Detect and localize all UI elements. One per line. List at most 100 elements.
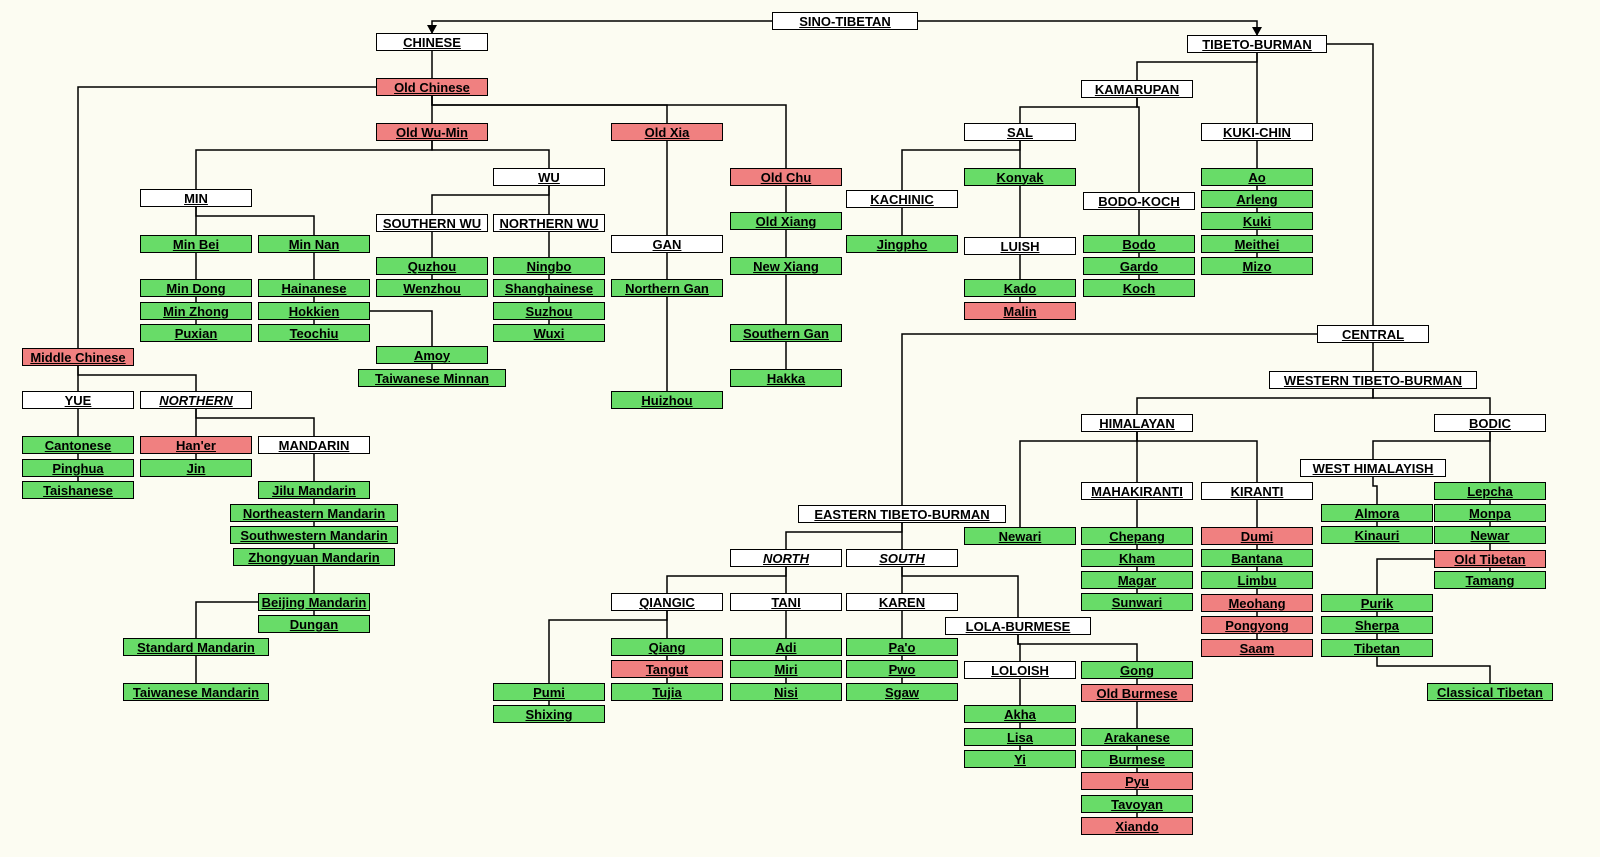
node-monpa[interactable]: Monpa	[1434, 504, 1546, 522]
node-pinghua[interactable]: Pinghua	[22, 459, 134, 477]
node-dumi[interactable]: Dumi	[1201, 527, 1313, 545]
node-meithei[interactable]: Meithei	[1201, 235, 1313, 253]
node-lola_burmese[interactable]: LOLA-BURMESE	[945, 617, 1091, 635]
node-chinese[interactable]: CHINESE	[376, 33, 488, 51]
node-koch[interactable]: Koch	[1083, 279, 1195, 297]
node-bodic[interactable]: BODIC	[1434, 414, 1546, 432]
node-shanghainese[interactable]: Shanghainese	[493, 279, 605, 297]
node-tujia[interactable]: Tujia	[611, 683, 723, 701]
node-wenzhou[interactable]: Wenzhou	[376, 279, 488, 297]
node-tangut[interactable]: Tangut	[611, 660, 723, 678]
node-huizhou[interactable]: Huizhou	[611, 391, 723, 409]
node-teochiu[interactable]: Teochiu	[258, 324, 370, 342]
node-nisi[interactable]: Nisi	[730, 683, 842, 701]
node-sw_mand[interactable]: Southwestern Mandarin	[230, 526, 398, 544]
node-tw_mand[interactable]: Taiwanese Mandarin	[123, 683, 269, 701]
node-pwo[interactable]: Pwo	[846, 660, 958, 678]
node-zy_mand[interactable]: Zhongyuan Mandarin	[233, 548, 395, 566]
node-purik[interactable]: Purik	[1321, 594, 1433, 612]
node-sherpa[interactable]: Sherpa	[1321, 616, 1433, 634]
node-jingpho[interactable]: Jingpho	[846, 235, 958, 253]
node-yi[interactable]: Yi	[964, 750, 1076, 768]
node-min_bei[interactable]: Min Bei	[140, 235, 252, 253]
node-bodo[interactable]: Bodo	[1083, 235, 1195, 253]
node-pongyong[interactable]: Pongyong	[1201, 616, 1313, 634]
node-kinauri[interactable]: Kinauri	[1321, 526, 1433, 544]
node-old_burmese[interactable]: Old Burmese	[1081, 684, 1193, 702]
node-loloish[interactable]: LOLOISH	[964, 661, 1076, 679]
node-min[interactable]: MIN	[140, 189, 252, 207]
node-n_gan[interactable]: Northern Gan	[611, 279, 723, 297]
node-kuki[interactable]: Kuki	[1201, 212, 1313, 230]
node-konyak[interactable]: Konyak	[964, 168, 1076, 186]
node-tavoyan[interactable]: Tavoyan	[1081, 795, 1193, 813]
node-old_xiang[interactable]: Old Xiang	[730, 212, 842, 230]
node-min_nan[interactable]: Min Nan	[258, 235, 370, 253]
node-wtb[interactable]: WESTERN TIBETO-BURMAN	[1269, 371, 1477, 389]
node-quzhou[interactable]: Quzhou	[376, 257, 488, 275]
node-new_xiang[interactable]: New Xiang	[730, 257, 842, 275]
node-limbu[interactable]: Limbu	[1201, 571, 1313, 589]
node-kamarupan[interactable]: KAMARUPAN	[1081, 80, 1193, 98]
node-amoy[interactable]: Amoy	[376, 346, 488, 364]
node-kiranti[interactable]: KIRANTI	[1201, 482, 1313, 500]
node-qiangic[interactable]: QIANGIC	[611, 593, 723, 611]
node-almora[interactable]: Almora	[1321, 504, 1433, 522]
node-old_tibetan[interactable]: Old Tibetan	[1434, 550, 1546, 568]
node-newar[interactable]: Newar	[1434, 526, 1546, 544]
node-ne_mand[interactable]: Northeastern Mandarin	[230, 504, 398, 522]
node-hakka[interactable]: Hakka	[730, 369, 842, 387]
node-s_gan[interactable]: Southern Gan	[730, 324, 842, 342]
node-min_dong[interactable]: Min Dong	[140, 279, 252, 297]
node-kuki_chin[interactable]: KUKI-CHIN	[1201, 123, 1313, 141]
node-qiang[interactable]: Qiang	[611, 638, 723, 656]
node-arleng[interactable]: Arleng	[1201, 190, 1313, 208]
node-tani[interactable]: TANI	[730, 593, 842, 611]
node-haner[interactable]: Han'er	[140, 436, 252, 454]
node-newari[interactable]: Newari	[964, 527, 1076, 545]
node-mid_chinese[interactable]: Middle Chinese	[22, 348, 134, 366]
node-ningbo[interactable]: Ningbo	[493, 257, 605, 275]
node-w_him[interactable]: WEST HIMALAYISH	[1300, 459, 1446, 477]
node-kachinic[interactable]: KACHINIC	[846, 190, 958, 208]
node-yue[interactable]: YUE	[22, 391, 134, 409]
node-gong[interactable]: Gong	[1081, 661, 1193, 679]
node-kado[interactable]: Kado	[964, 279, 1076, 297]
node-sgaw[interactable]: Sgaw	[846, 683, 958, 701]
node-pyu[interactable]: Pyu	[1081, 772, 1193, 790]
node-northern[interactable]: NORTHERN	[140, 391, 252, 409]
node-lepcha[interactable]: Lepcha	[1434, 482, 1546, 500]
node-puxian[interactable]: Puxian	[140, 324, 252, 342]
node-tamang[interactable]: Tamang	[1434, 571, 1546, 589]
node-mandarin[interactable]: MANDARIN	[258, 436, 370, 454]
node-lisa[interactable]: Lisa	[964, 728, 1076, 746]
node-miri[interactable]: Miri	[730, 660, 842, 678]
node-meohang[interactable]: Meohang	[1201, 594, 1313, 612]
node-himalayan[interactable]: HIMALAYAN	[1081, 414, 1193, 432]
node-xiando[interactable]: Xiando	[1081, 817, 1193, 835]
node-sunwari[interactable]: Sunwari	[1081, 593, 1193, 611]
node-hainanese[interactable]: Hainanese	[258, 279, 370, 297]
node-magar[interactable]: Magar	[1081, 571, 1193, 589]
node-arakanese[interactable]: Arakanese	[1081, 728, 1193, 746]
node-tibetan[interactable]: Tibetan	[1321, 639, 1433, 657]
node-bodo_koch[interactable]: BODO-KOCH	[1083, 192, 1195, 210]
node-old_chinese[interactable]: Old Chinese	[376, 78, 488, 96]
node-gardo[interactable]: Gardo	[1083, 257, 1195, 275]
node-ao[interactable]: Ao	[1201, 168, 1313, 186]
node-old_wu_min[interactable]: Old Wu-Min	[376, 123, 488, 141]
node-cantonese[interactable]: Cantonese	[22, 436, 134, 454]
node-cl_tibetan[interactable]: Classical Tibetan	[1427, 683, 1553, 701]
node-wuxi[interactable]: Wuxi	[493, 324, 605, 342]
node-pumi[interactable]: Pumi	[493, 683, 605, 701]
node-karen[interactable]: KAREN	[846, 593, 958, 611]
node-sal[interactable]: SAL	[964, 123, 1076, 141]
node-saam[interactable]: Saam	[1201, 639, 1313, 657]
node-south[interactable]: SOUTH	[846, 549, 958, 567]
node-chepang[interactable]: Chepang	[1081, 527, 1193, 545]
node-malin[interactable]: Malin	[964, 302, 1076, 320]
node-kham[interactable]: Kham	[1081, 549, 1193, 567]
node-st[interactable]: SINO-TIBETAN	[772, 12, 918, 30]
node-suzhou[interactable]: Suzhou	[493, 302, 605, 320]
node-burmese[interactable]: Burmese	[1081, 750, 1193, 768]
